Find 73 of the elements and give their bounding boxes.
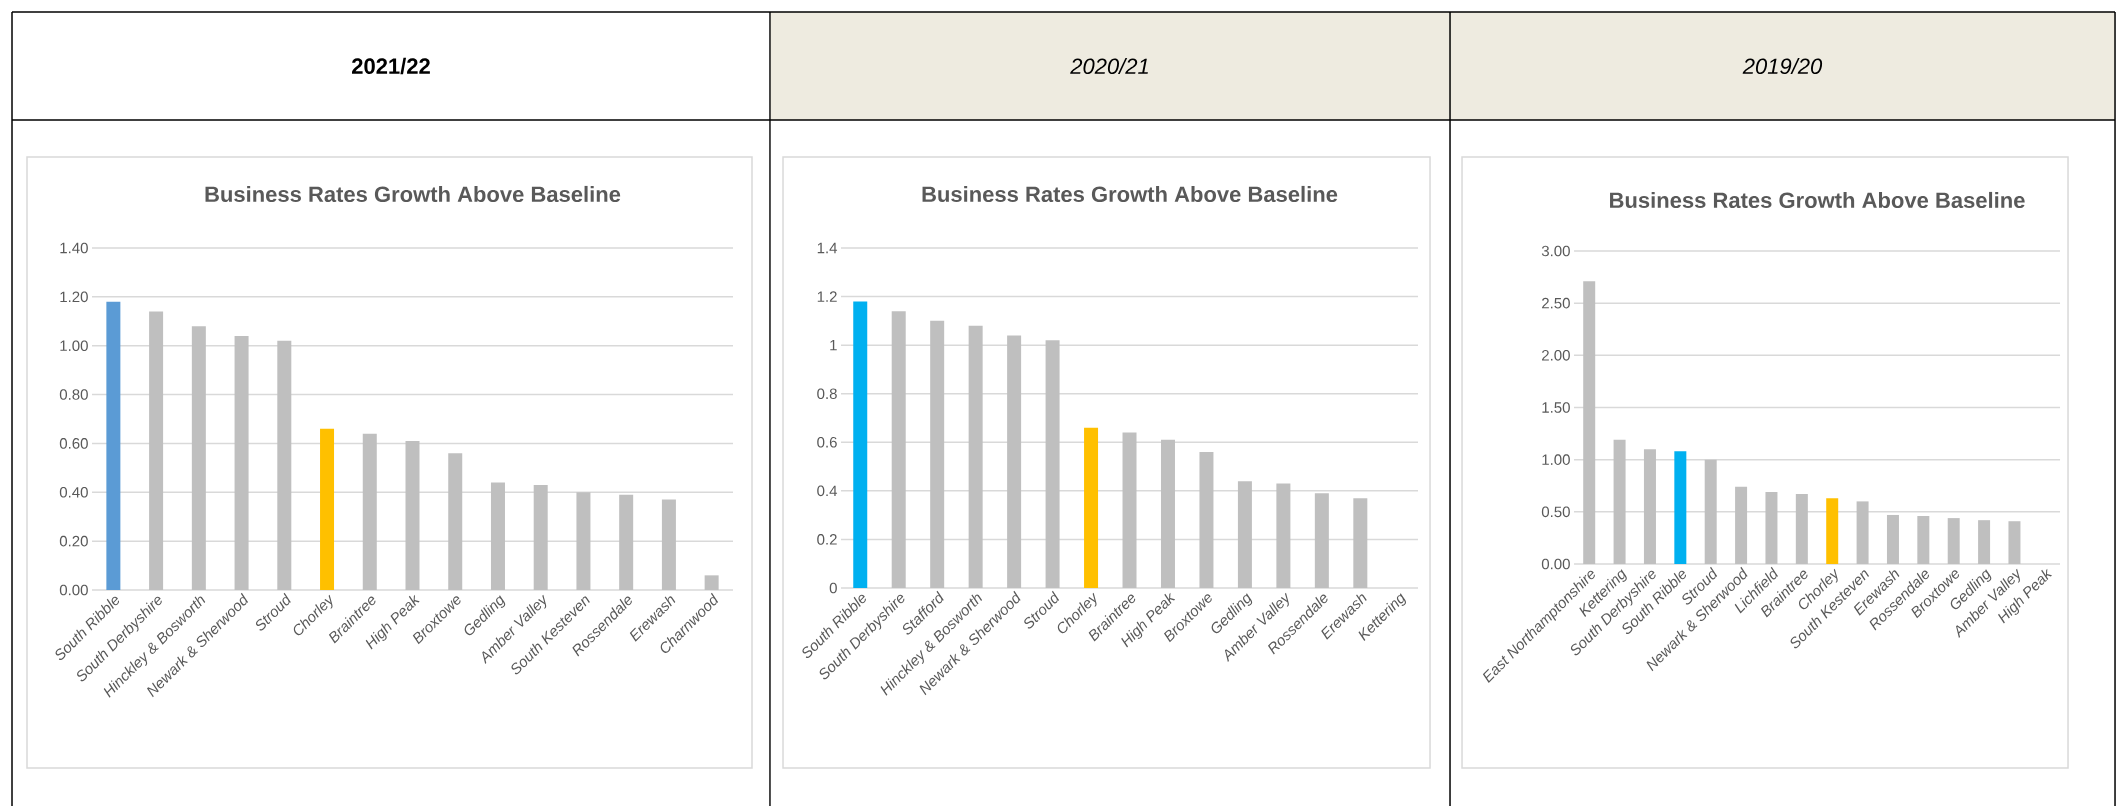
bar (1045, 340, 1060, 588)
bar (1122, 432, 1137, 588)
y-tick-label: 1.00 (1542, 454, 1570, 465)
chart-title: Business Rates Growth Above Baseline (205, 185, 621, 203)
bar (2008, 521, 2021, 564)
bar (704, 575, 719, 590)
bar (619, 494, 634, 590)
y-tick-label: 0.00 (1541, 558, 1570, 570)
bar (1314, 493, 1329, 588)
bar (576, 492, 591, 590)
y-tick-label: 2.50 (1542, 297, 1570, 309)
y-tick-label: 1 (830, 339, 837, 351)
chart-title: Business Rates Growth Above Baseline (1610, 191, 2025, 209)
y-tick-label: 0.00 (59, 584, 88, 596)
bar (1084, 427, 1099, 588)
bar (191, 326, 206, 590)
bar (106, 301, 121, 590)
y-tick-label: 1.2 (817, 291, 837, 302)
y-tick-label: 1.4 (817, 242, 838, 254)
bar (1237, 481, 1252, 588)
bar (1613, 439, 1626, 564)
y-tick-label: 1.50 (1542, 402, 1570, 413)
y-tick-label: 1.00 (60, 340, 88, 352)
chart-subtitle: 2019/20 (1742, 57, 1823, 75)
bar (1978, 520, 1991, 564)
y-tick-label: 1.40 (60, 242, 88, 254)
bar (1276, 483, 1291, 588)
bar (1704, 459, 1717, 564)
bar (1007, 335, 1022, 588)
bar (1917, 516, 1930, 564)
y-tick-label: 0 (829, 582, 837, 594)
bar (1735, 486, 1748, 564)
y-tick-label: 0.6 (817, 436, 837, 448)
bar (1886, 514, 1899, 564)
y-tick-label: 0.4 (817, 485, 838, 497)
bar (405, 440, 420, 590)
y-tick-label: 0.20 (59, 535, 88, 547)
bar (490, 482, 505, 590)
chart-title: Business Rates Growth Above Baseline (922, 185, 1338, 203)
bar (1947, 518, 1960, 564)
y-tick-label: 0.8 (817, 388, 837, 400)
bar (1583, 281, 1596, 564)
bar (1643, 449, 1656, 564)
bar (853, 301, 868, 588)
bar (1795, 494, 1808, 564)
y-tick-label: 0.80 (59, 389, 88, 400)
bar (968, 325, 983, 588)
y-tick-label: 0.60 (59, 438, 88, 449)
y-tick-label: 2.00 (1542, 350, 1570, 361)
bar (149, 311, 164, 590)
bar (1826, 498, 1839, 564)
bar (661, 499, 676, 590)
bar (1856, 501, 1869, 564)
chart-subtitle: 2020/21 (1070, 57, 1148, 75)
bar (891, 311, 906, 588)
y-tick-label: 1.20 (60, 291, 88, 303)
bar (533, 484, 548, 590)
bar (1199, 452, 1214, 588)
bar (362, 433, 377, 590)
bar (930, 320, 945, 588)
y-tick-label: 0.50 (1541, 506, 1570, 518)
bar (448, 453, 463, 590)
bar (1674, 451, 1687, 564)
y-tick-label: 0.2 (817, 534, 837, 545)
y-tick-label: 3.00 (1541, 245, 1570, 257)
bar (1765, 492, 1778, 564)
bar (1353, 498, 1368, 588)
bar (1160, 439, 1175, 588)
bar (277, 340, 292, 590)
chart-subtitle: 2021/22 (352, 57, 430, 75)
y-tick-label: 0.40 (59, 486, 88, 498)
bar (320, 428, 335, 590)
bar (234, 335, 249, 590)
